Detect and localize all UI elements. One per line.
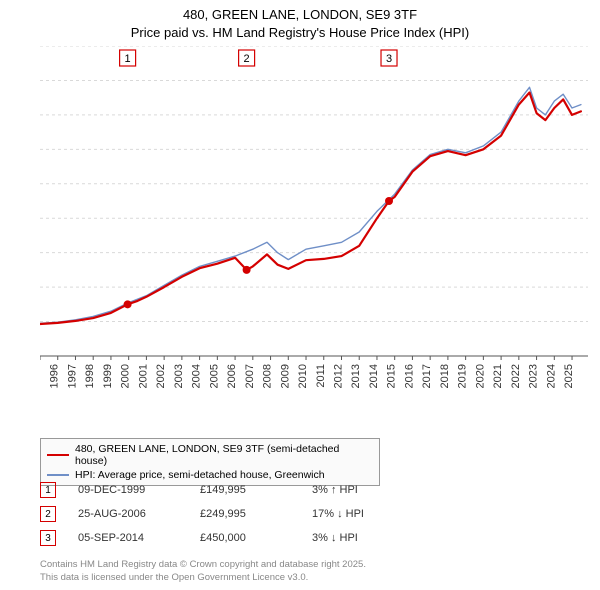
footer-line-2: This data is licensed under the Open Gov… (40, 572, 588, 584)
svg-text:2017: 2017 (421, 364, 433, 388)
svg-text:2004: 2004 (191, 364, 203, 388)
event-price: £450,000 (200, 532, 290, 544)
event-pct: 17% ↓ HPI (312, 508, 392, 520)
svg-text:2023: 2023 (528, 364, 540, 388)
svg-text:1998: 1998 (84, 364, 96, 388)
legend-swatch (47, 474, 69, 475)
svg-text:2006: 2006 (226, 364, 238, 388)
svg-text:2010: 2010 (297, 364, 309, 388)
legend-item: 480, GREEN LANE, LONDON, SE9 3TF (semi-d… (47, 442, 373, 468)
event-date: 09-DEC-1999 (78, 484, 178, 496)
svg-text:2011: 2011 (315, 364, 327, 388)
event-marker: 3 (40, 530, 56, 546)
event-price: £149,995 (200, 484, 290, 496)
title-line-1: 480, GREEN LANE, LONDON, SE9 3TF (0, 6, 600, 24)
svg-text:2012: 2012 (332, 364, 344, 388)
svg-text:2001: 2001 (137, 364, 149, 388)
svg-text:1999: 1999 (102, 364, 114, 388)
svg-text:2016: 2016 (403, 364, 415, 388)
event-pct: 3% ↓ HPI (312, 532, 392, 544)
svg-text:2021: 2021 (492, 364, 504, 388)
legend-swatch (47, 454, 69, 456)
event-marker: 2 (40, 506, 56, 522)
svg-text:1996: 1996 (49, 364, 61, 388)
event-date: 05-SEP-2014 (78, 532, 178, 544)
chart-title: 480, GREEN LANE, LONDON, SE9 3TF Price p… (0, 0, 600, 41)
svg-text:2025: 2025 (563, 364, 575, 388)
svg-text:1995: 1995 (40, 364, 43, 388)
event-pct: 3% ↑ HPI (312, 484, 392, 496)
price-chart: £0£100K£200K£300K£400K£500K£600K£700K£80… (40, 46, 588, 396)
svg-text:2003: 2003 (173, 364, 185, 388)
svg-text:2013: 2013 (350, 364, 362, 388)
svg-text:2005: 2005 (208, 364, 220, 388)
svg-text:2009: 2009 (279, 364, 291, 388)
svg-text:2022: 2022 (510, 364, 522, 388)
svg-text:2019: 2019 (457, 364, 469, 388)
figure-root: 480, GREEN LANE, LONDON, SE9 3TF Price p… (0, 0, 600, 590)
event-row: 2 25-AUG-2006 £249,995 17% ↓ HPI (40, 502, 392, 526)
svg-text:2000: 2000 (120, 364, 132, 388)
footer: Contains HM Land Registry data © Crown c… (40, 559, 588, 584)
svg-text:2002: 2002 (155, 364, 167, 388)
svg-text:3: 3 (386, 53, 392, 65)
svg-text:2014: 2014 (368, 364, 380, 388)
svg-text:2: 2 (244, 53, 250, 65)
footer-line-1: Contains HM Land Registry data © Crown c… (40, 559, 588, 571)
event-price: £249,995 (200, 508, 290, 520)
event-table: 1 09-DEC-1999 £149,995 3% ↑ HPI 2 25-AUG-2006… (40, 478, 392, 550)
title-line-2: Price paid vs. HM Land Registry's House … (0, 24, 600, 42)
svg-text:2007: 2007 (244, 364, 256, 388)
event-marker: 1 (40, 482, 56, 498)
svg-text:1: 1 (125, 53, 131, 65)
legend-label: 480, GREEN LANE, LONDON, SE9 3TF (semi-d… (75, 443, 373, 467)
svg-text:2015: 2015 (386, 364, 398, 388)
event-row: 1 09-DEC-1999 £149,995 3% ↑ HPI (40, 478, 392, 502)
svg-text:2024: 2024 (545, 364, 557, 388)
svg-text:1997: 1997 (66, 364, 78, 388)
svg-text:2018: 2018 (439, 364, 451, 388)
event-date: 25-AUG-2006 (78, 508, 178, 520)
svg-text:2020: 2020 (474, 364, 486, 388)
event-row: 3 05-SEP-2014 £450,000 3% ↓ HPI (40, 526, 392, 550)
svg-text:2008: 2008 (262, 364, 274, 388)
